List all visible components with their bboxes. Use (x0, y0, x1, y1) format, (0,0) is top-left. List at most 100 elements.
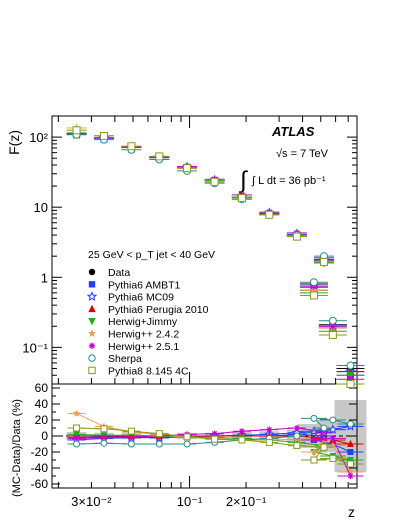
legend-label: Pythia6 Perugia 2010 (108, 304, 209, 316)
y-axis-title-ratio: (MC-Data)/Data (%) (11, 399, 23, 497)
atlas-label: ATLAS (271, 124, 315, 139)
marker-herwigpp-251 (73, 435, 80, 442)
marker-sherpa (127, 440, 135, 448)
y-tick-label: 10² (29, 130, 48, 145)
legend-label: Herwig++ 2.5.1 (108, 341, 179, 353)
marker-pythia8 (346, 380, 355, 388)
asterisk-stroke (89, 343, 95, 349)
ratio-tick-label: -40 (31, 461, 49, 475)
x-tick-label: 10⁻¹ (177, 494, 203, 509)
marker-herwigpp-242 (346, 468, 355, 476)
marker-sherpa (329, 416, 337, 424)
marker-pythia8 (72, 126, 81, 135)
marker-herwigpp-251 (128, 433, 135, 440)
marker-herwigpp-242 (310, 448, 318, 456)
marker-herwigpp-251 (293, 425, 300, 431)
marker-pythia8 (346, 460, 354, 468)
legend-label: Herwig++ 2.4.2 (108, 329, 179, 341)
marker-sherpa (293, 432, 301, 440)
marker-perugia (346, 440, 354, 447)
asterisk-stroke (101, 435, 107, 441)
marker-pythia8 (183, 164, 192, 173)
y-tick-label: 1 (41, 270, 48, 285)
data-markers (66, 123, 365, 479)
marker-sherpa (320, 424, 328, 432)
marker-herwigpp-251 (88, 342, 96, 349)
legend-label: Data (108, 267, 130, 279)
marker-pythia8 (155, 152, 164, 161)
marker-herwigpp-242 (88, 329, 96, 337)
marker-herwig-jimmy (88, 318, 96, 326)
x-tick-label: 3×10⁻² (71, 494, 112, 509)
marker-sherpa (100, 439, 108, 447)
marker-herwigpp-251 (100, 434, 107, 441)
marker-herwig-jimmy (73, 431, 81, 439)
marker-herwigpp-251 (329, 435, 336, 442)
marker-pythia8 (88, 366, 96, 375)
marker-perugia (88, 304, 96, 313)
marker-pythia8 (155, 430, 163, 438)
marker-herwigpp-251 (310, 437, 317, 443)
legend-label: Sherpa (108, 353, 142, 365)
marker-pythia8 (265, 438, 273, 446)
asterisk-stroke (128, 434, 134, 440)
marker-pythia8 (265, 210, 274, 219)
marker-pythia8 (328, 331, 337, 340)
marker-pythia8 (319, 258, 328, 267)
y-tick-label: 10⁻¹ (22, 340, 48, 355)
ratio-tick-label: 40 (35, 397, 49, 411)
marker-pythia8 (237, 194, 246, 203)
marker-ambt1 (347, 449, 354, 455)
marker-herwigpp-251 (211, 430, 218, 437)
asterisk-stroke (266, 427, 272, 433)
asterisk-stroke (239, 428, 245, 434)
asterisk-stroke (330, 435, 336, 441)
marker-pythia8 (127, 427, 135, 435)
lumi-label: ∫ L dt = 36 pb⁻¹ (251, 175, 326, 187)
marker-sherpa (155, 440, 163, 448)
marker-pythia8 (293, 442, 301, 450)
legend-label: Pythia6 MC09 (108, 292, 174, 304)
marker-pythia8 (211, 435, 219, 443)
marker-sherpa (88, 354, 96, 362)
marker-data (88, 268, 96, 276)
marker-pythia8 (238, 436, 246, 444)
marker-sherpa (183, 440, 191, 448)
marker-sherpa (73, 440, 81, 448)
ratio-tick-label: 20 (35, 413, 49, 427)
asterisk-stroke (73, 435, 80, 441)
marker-pythia8 (310, 456, 318, 464)
marker-pythia8 (210, 177, 219, 186)
legend-label: Pythia8 8.145 4C (108, 365, 189, 377)
asterisk-stroke (212, 431, 218, 437)
marker-pythia8 (100, 425, 108, 433)
marker-sherpa (346, 361, 355, 370)
marker-sherpa (328, 316, 337, 325)
pt-range-label: 25 GeV < p_T jet < 40 GeV (88, 249, 215, 261)
y-axis-title-main: F(z) (6, 130, 22, 155)
energy-label: √s = 7 TeV (276, 148, 329, 160)
marker-pythia8 (292, 232, 301, 241)
marker-herwig-jimmy (346, 371, 355, 380)
marker-pythia8 (73, 424, 81, 432)
ratio-tick-label: 0 (41, 429, 48, 443)
integral-sign: ∫ (238, 167, 248, 194)
marker-herwigpp-251 (266, 426, 273, 433)
marker-herwigpp-242 (72, 409, 81, 417)
x-tick-label: 2×10⁻¹ (226, 494, 267, 509)
marker-sherpa (346, 420, 354, 428)
ratio-tick-label: -20 (31, 445, 49, 459)
marker-herwigpp-251 (347, 473, 354, 479)
y-tick-label: 10 (34, 200, 48, 215)
legend-label: Herwig+Jimmy (108, 316, 178, 328)
legend-label: Pythia6 AMBT1 (108, 279, 181, 291)
marker-sherpa (309, 278, 318, 287)
asterisk-stroke (294, 425, 300, 431)
marker-pythia8 (329, 454, 337, 462)
ratio-tick-label: -60 (31, 477, 49, 491)
marker-pythia8 (127, 142, 136, 151)
asterisk-stroke (329, 323, 336, 330)
marker-ambt1 (88, 281, 96, 288)
